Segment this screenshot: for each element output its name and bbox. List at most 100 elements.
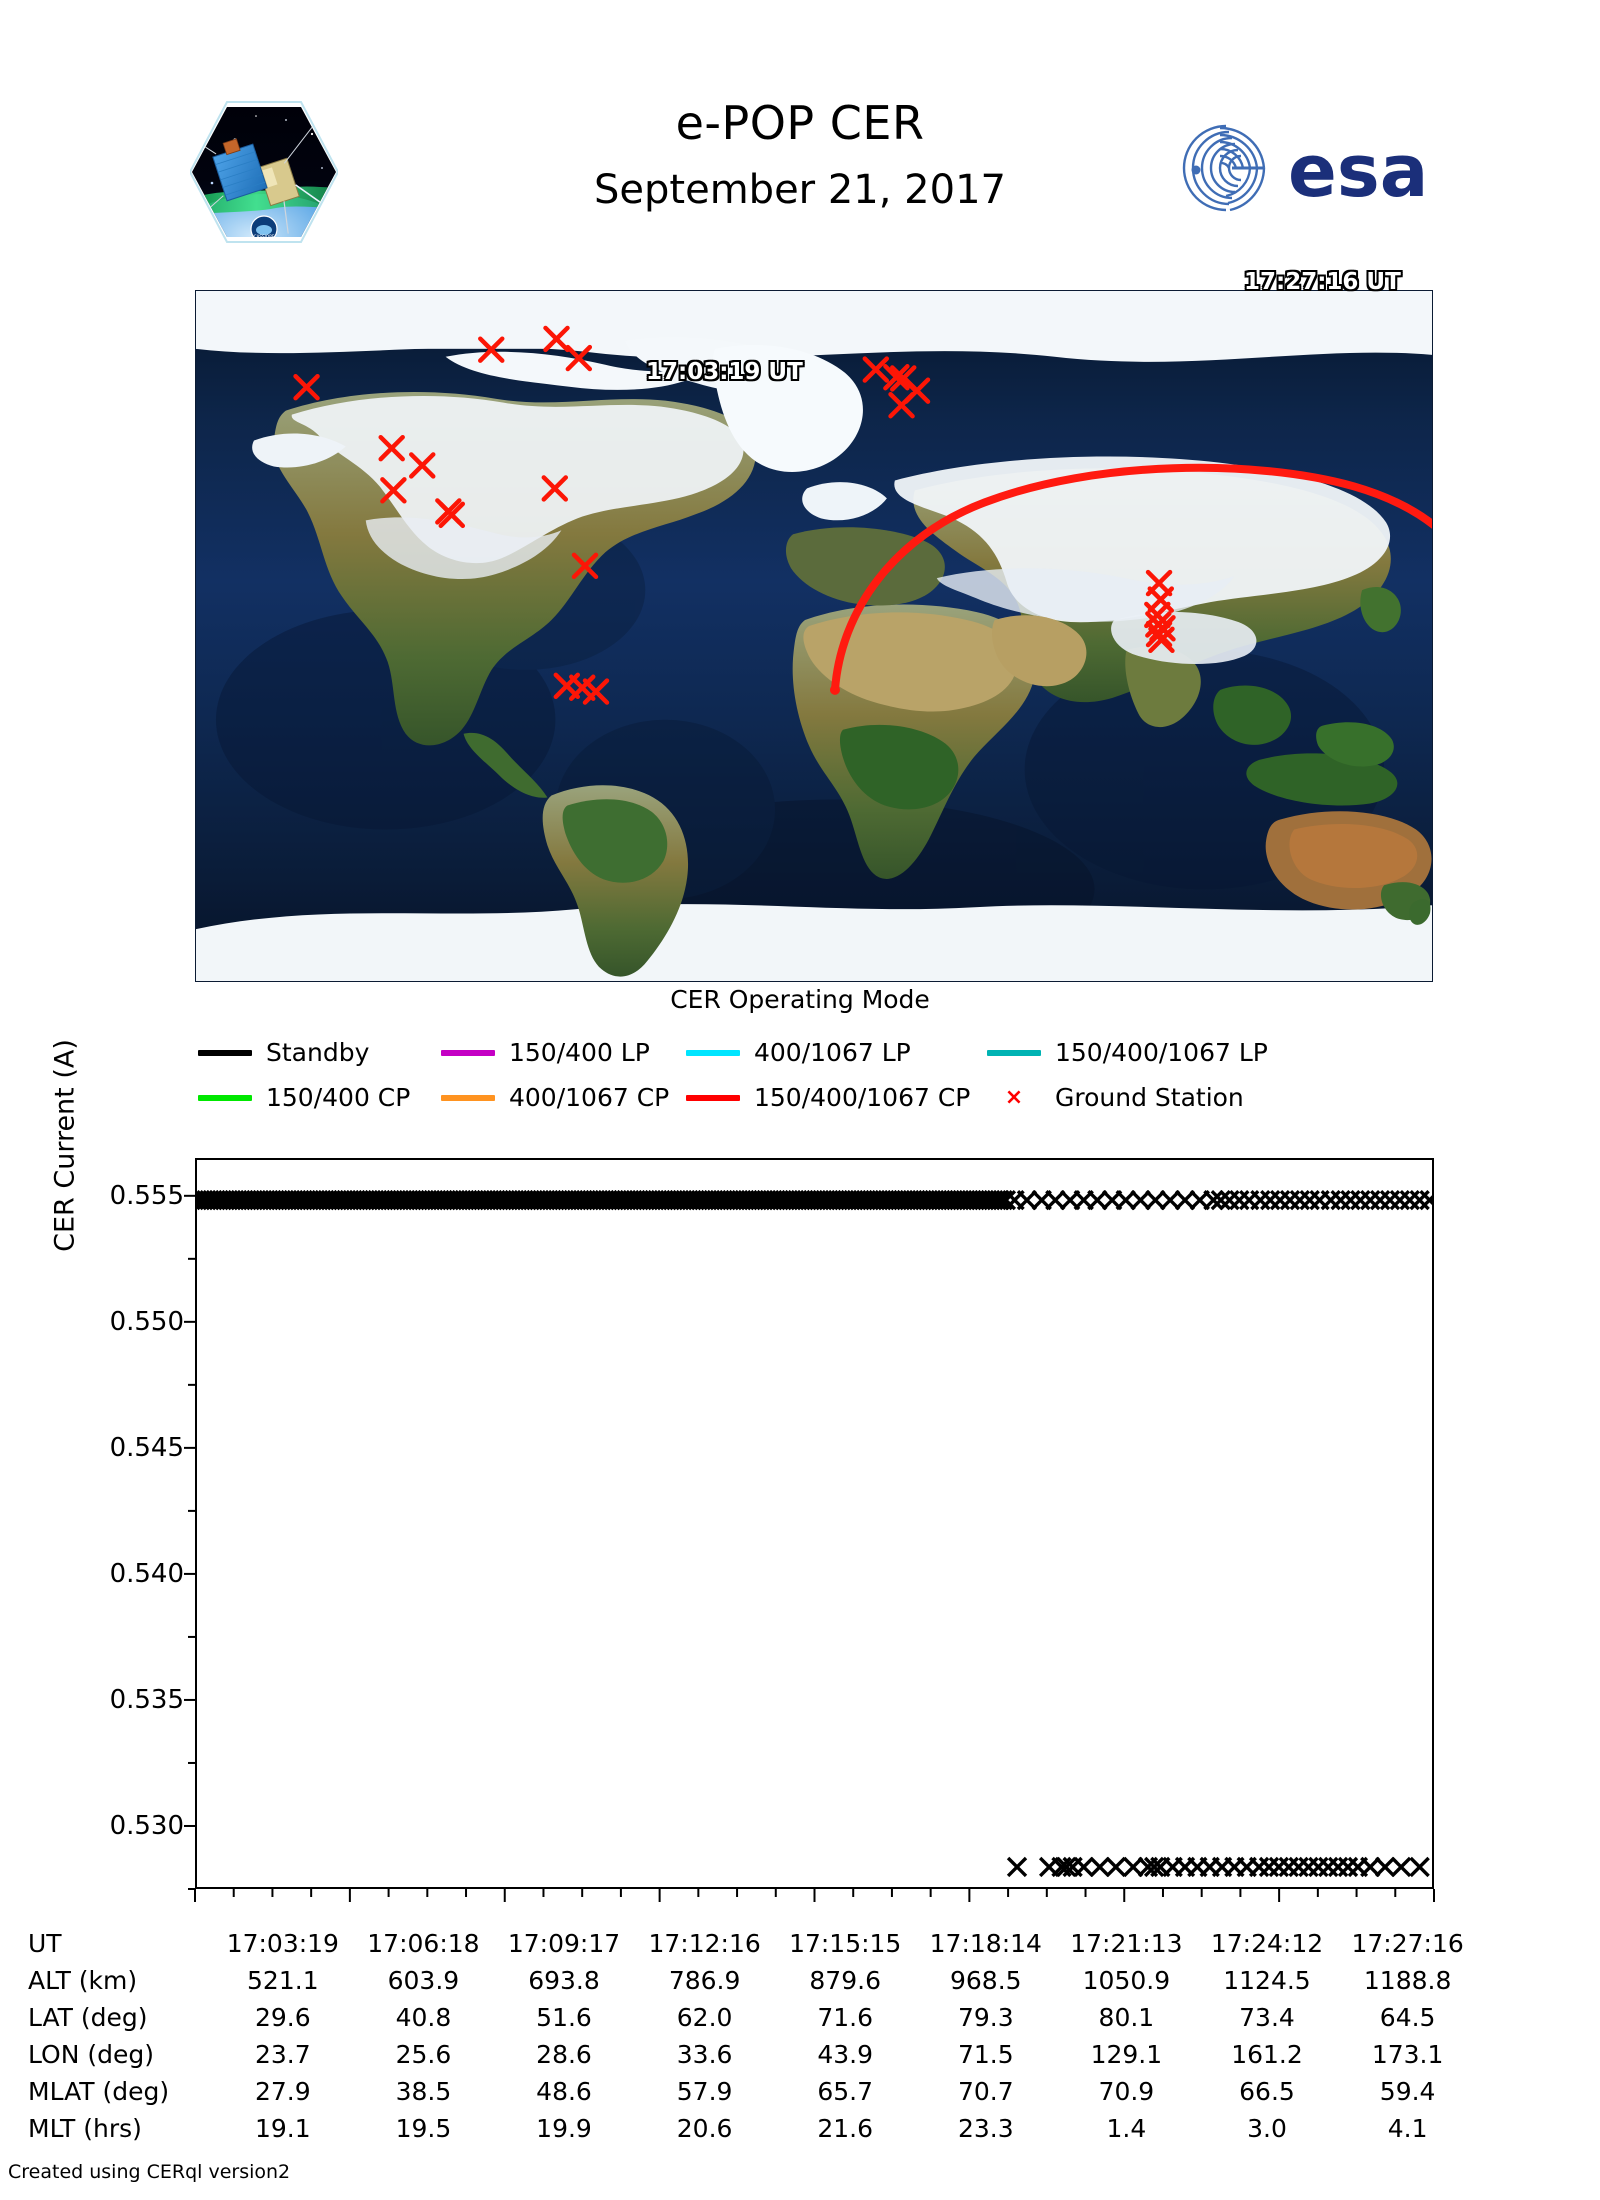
table-cell: 17:24:12 bbox=[1210, 1929, 1324, 1958]
legend-item-150-400-lp: 150/400 LP bbox=[441, 1030, 686, 1075]
table-row-label: ALT (km) bbox=[28, 1966, 138, 1995]
page-title: e-POP CER bbox=[675, 96, 925, 150]
legend-color-swatch bbox=[198, 1094, 252, 1101]
y-tick-label: 0.555 bbox=[109, 1180, 184, 1211]
table-cell: 79.3 bbox=[957, 2003, 1014, 2032]
table-row-label: LON (deg) bbox=[28, 2040, 154, 2069]
legend-color-swatch bbox=[441, 1094, 495, 1101]
table-cell: 879.6 bbox=[809, 1966, 881, 1995]
table-cell: 173.1 bbox=[1371, 2040, 1444, 2069]
legend-color-swatch bbox=[441, 1049, 495, 1056]
legend-label: Standby bbox=[266, 1038, 370, 1067]
legend-item-standby: Standby bbox=[198, 1030, 441, 1075]
legend-label: 150/400/1067 CP bbox=[754, 1083, 971, 1112]
table-cell: 70.7 bbox=[957, 2077, 1014, 2106]
table-row: MLT (hrs) 19.1 19.5 19.9 20.6 21.6 23.3 1.4 3.0 4… bbox=[28, 2110, 1478, 2147]
table-cell: 51.6 bbox=[536, 2003, 592, 2032]
ground-station-marker bbox=[565, 344, 593, 372]
page-header: CASSIOPE e-POP CER September 21, 2017 bbox=[0, 0, 1600, 275]
legend-label: 150/400 LP bbox=[509, 1038, 650, 1067]
table-cell: 17:15:15 bbox=[789, 1929, 902, 1958]
y-axis-label: CER Current (A) bbox=[49, 1039, 81, 1252]
ground-station-marker bbox=[883, 364, 910, 391]
page-subtitle-date: September 21, 2017 bbox=[594, 167, 1006, 213]
ground-station-marker bbox=[380, 477, 407, 504]
table-cell: 20.6 bbox=[676, 2114, 733, 2143]
legend-row: 150/400 CP 400/1067 CP 150/400/1067 CP × Gro… bbox=[198, 1075, 1438, 1120]
table-cell: 17:03:19 bbox=[226, 1929, 339, 1958]
table-cell: 71.6 bbox=[817, 2003, 874, 2032]
legend-item-400-1067-cp: 400/1067 CP bbox=[441, 1075, 686, 1120]
table-cell: 3.0 bbox=[1247, 2114, 1287, 2143]
y-tick-label: 0.530 bbox=[109, 1810, 184, 1841]
legend-item-ground-station: × Ground Station bbox=[987, 1075, 1244, 1120]
table-row: LON (deg) 23.7 25.6 28.6 33.6 43.9 71.5 129.1 16… bbox=[28, 2036, 1478, 2073]
svg-text:CASSIOPE: CASSIOPE bbox=[254, 234, 275, 239]
cer-mode-legend: Standby 150/400 LP 400/1067 LP 150/400/1067… bbox=[198, 1030, 1438, 1120]
table-cell: 17:06:18 bbox=[367, 1929, 480, 1958]
y-tick-label: 0.550 bbox=[109, 1306, 184, 1337]
cer-current-scatter bbox=[197, 1189, 1432, 1878]
ground-station-marker bbox=[571, 552, 599, 580]
table-cell: 161.2 bbox=[1231, 2040, 1303, 2069]
table-cell: 40.8 bbox=[395, 2003, 452, 2032]
table-cell: 1124.5 bbox=[1223, 1966, 1311, 1995]
table-cell: 38.5 bbox=[395, 2077, 452, 2106]
scatter-markers bbox=[197, 1189, 1432, 1878]
table-cell: 19.9 bbox=[536, 2114, 592, 2143]
legend-item-150-400-1067-cp: 150/400/1067 CP bbox=[686, 1075, 987, 1120]
world-map-panel: 17:03:19 UT 17:27:16 UT bbox=[195, 269, 1433, 982]
ground-station-marker bbox=[438, 501, 466, 529]
table-cell: 1.4 bbox=[1106, 2114, 1147, 2143]
legend-label: 150/400 CP bbox=[266, 1083, 411, 1112]
legend-color-swatch bbox=[686, 1094, 740, 1101]
ground-station-x-icon: × bbox=[1004, 1084, 1024, 1110]
table-cell: 1188.8 bbox=[1363, 1966, 1452, 1995]
table-cell: 17:09:17 bbox=[507, 1929, 621, 1958]
table-cell: 17:21:13 bbox=[1070, 1929, 1183, 1958]
ground-station-marker bbox=[1148, 626, 1175, 654]
table-cell: 29.6 bbox=[254, 2003, 311, 2032]
table-cell: 59.4 bbox=[1379, 2077, 1436, 2106]
y-tick-label: 0.545 bbox=[109, 1432, 184, 1463]
cer-current-plot bbox=[195, 1158, 1434, 1889]
table-cell: 603.9 bbox=[387, 1966, 460, 1995]
legend-item-400-1067-lp: 400/1067 LP bbox=[686, 1030, 987, 1075]
legend-label: Ground Station bbox=[1055, 1083, 1244, 1112]
y-tick-label: 0.535 bbox=[109, 1684, 184, 1715]
table-cell: 521.1 bbox=[247, 1966, 319, 1995]
legend-label: 400/1067 CP bbox=[509, 1083, 670, 1112]
ground-station-marker bbox=[293, 374, 320, 401]
legend-color-swatch bbox=[987, 1049, 1041, 1056]
legend-label: 150/400/1067 LP bbox=[1055, 1038, 1268, 1067]
table-cell: 693.8 bbox=[528, 1966, 600, 1995]
table-cell: 62.0 bbox=[676, 2003, 733, 2032]
world-map-image bbox=[196, 291, 1432, 981]
table-cell: 48.6 bbox=[536, 2077, 592, 2106]
ground-station-marker bbox=[862, 356, 890, 383]
table-cell: 43.9 bbox=[817, 2040, 874, 2069]
table-row: ALT (km) 521.1 603.9 693.8 786.9 879.6 968.5 10… bbox=[28, 1962, 1478, 1999]
table-cell: 25.6 bbox=[395, 2040, 452, 2069]
table-cell: 23.7 bbox=[254, 2040, 311, 2069]
ground-station-marker bbox=[543, 325, 570, 353]
legend-label: 400/1067 LP bbox=[754, 1038, 911, 1067]
title-block: e-POP CER September 21, 2017 bbox=[400, 95, 1200, 215]
esa-logo-icon: esa bbox=[1168, 118, 1453, 218]
legend-row: Standby 150/400 LP 400/1067 LP 150/400/1067… bbox=[198, 1030, 1438, 1075]
table-cell: 17:18:14 bbox=[929, 1929, 1042, 1958]
table-row-label: LAT (deg) bbox=[28, 2003, 148, 2032]
legend-item-150-400-cp: 150/400 CP bbox=[198, 1075, 441, 1120]
table-cell: 80.1 bbox=[1098, 2003, 1155, 2032]
legend-item-150-400-1067-lp: 150/400/1067 LP bbox=[987, 1030, 1268, 1075]
table-cell: 17:27:16 bbox=[1351, 1929, 1464, 1958]
legend-title: CER Operating Mode bbox=[670, 985, 930, 1014]
ground-station-marker bbox=[541, 475, 569, 502]
ground-station-marker bbox=[378, 434, 405, 462]
table-cell: 57.9 bbox=[676, 2077, 733, 2106]
table-row-label: MLAT (deg) bbox=[28, 2077, 170, 2106]
ground-station-marker bbox=[409, 452, 436, 479]
table-cell: 66.5 bbox=[1239, 2077, 1295, 2106]
table-cell: 1050.9 bbox=[1082, 1966, 1171, 1995]
ground-station-marker bbox=[888, 392, 915, 419]
